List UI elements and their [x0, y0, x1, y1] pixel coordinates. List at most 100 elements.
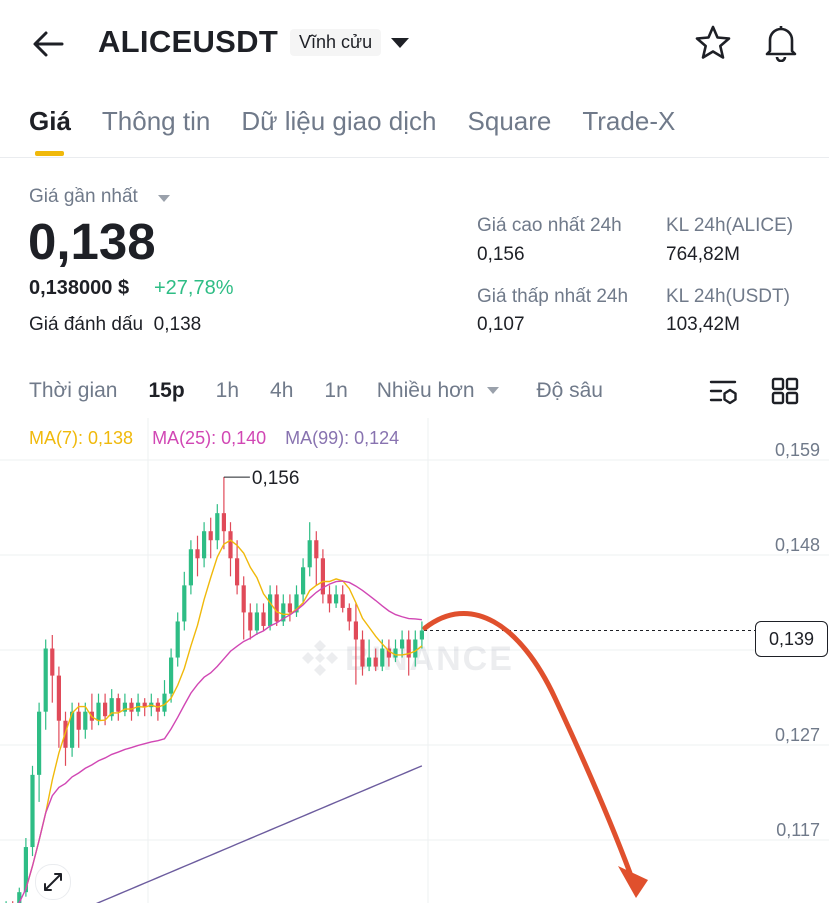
candle-body [281, 603, 286, 622]
candle-body [103, 702, 108, 717]
contract-type-badge[interactable]: Vĩnh cửu [290, 29, 382, 56]
candle-body [360, 639, 365, 667]
timeframe-1d[interactable]: 1n [324, 379, 348, 402]
arrowhead-icon [618, 866, 648, 898]
y-axis-tick: 0,159 [775, 440, 820, 460]
tab-trade-x[interactable]: Trade-X [582, 106, 676, 136]
candle-body [287, 603, 292, 613]
y-axis-tick: 0,148 [775, 535, 820, 555]
timeframe-bar: Thời gian 15p 1h 4h 1n Nhiều hơn Độ sâu [29, 379, 603, 403]
candle-body [30, 774, 35, 848]
chevron-down-icon[interactable] [389, 36, 411, 50]
expand-icon [44, 873, 62, 891]
candle-body [129, 702, 134, 712]
tab-info[interactable]: Thông tin [101, 106, 211, 136]
candle-body [386, 648, 391, 658]
mark-price-label: Giá đánh dấu [29, 314, 144, 335]
vol-alice-label: KL 24h(ALICE) [666, 215, 794, 236]
candle-body [228, 531, 233, 559]
tab-trading-data[interactable]: Dữ liệu giao dịch [241, 106, 437, 136]
candle-body [208, 531, 213, 541]
back-arrow-icon[interactable] [28, 26, 68, 62]
candle-body [175, 621, 180, 658]
candle-body [116, 698, 121, 712]
low-24h-value: 0,107 [477, 314, 525, 335]
candle-body [320, 558, 325, 595]
candle-body [169, 657, 174, 694]
candle-body [373, 657, 378, 667]
candle-body [17, 892, 22, 903]
y-axis-tick: 0,117 [776, 820, 820, 840]
candle-body [380, 648, 385, 667]
binance-watermark: BINANCE [302, 640, 514, 678]
chevron-down-icon[interactable] [157, 194, 171, 204]
candle-body [413, 639, 418, 658]
price-change-percent: +27,78% [154, 277, 234, 299]
watermark-text: BINANCE [345, 640, 514, 678]
ma-legend: MA(7): 0,138 MA(25): 0,140 MA(99): 0,124 [29, 428, 399, 449]
candle-body [307, 540, 312, 568]
timeframe-more[interactable]: Nhiều hơn [377, 379, 501, 403]
candle-body [202, 531, 207, 559]
grid-layout-icon[interactable] [771, 377, 799, 405]
candle-body [406, 639, 411, 658]
candle-body [70, 711, 75, 748]
candle-body [353, 621, 358, 640]
last-price-label[interactable]: Giá gần nhất [29, 186, 138, 207]
ma99-label: MA(99): 0,124 [285, 428, 400, 448]
candle-body [96, 702, 101, 721]
last-price: 0,138 [28, 213, 156, 270]
symbol-title[interactable]: ALICEUSDT [98, 24, 279, 59]
chart-settings-icon[interactable] [709, 378, 739, 406]
depth-tab[interactable]: Độ sâu [536, 379, 603, 402]
candle-body [142, 702, 147, 708]
timeframe-more-label: Nhiều hơn [376, 379, 475, 402]
candle-body [367, 657, 372, 667]
candle-body [83, 711, 88, 730]
candle-body [162, 693, 167, 712]
low-24h-label: Giá thấp nhất 24h [477, 286, 629, 307]
candle-body [261, 612, 266, 626]
expand-chart-button[interactable] [35, 864, 71, 900]
price-chart[interactable]: BINANCE 0,156 0,159 0,148 0,127 0,117 [0, 418, 829, 903]
candle-body [340, 594, 345, 608]
candle-body [393, 648, 398, 658]
vol-usdt-value: 103,42M [666, 314, 740, 335]
candle-body [314, 540, 319, 559]
candle-body [327, 594, 332, 604]
candle-body [122, 702, 127, 712]
candle-body [301, 567, 306, 595]
high-24h-label: Giá cao nhất 24h [477, 215, 622, 236]
candle-body [254, 612, 259, 631]
candle-body [334, 594, 339, 604]
candle-body [248, 612, 253, 631]
ma99-line [95, 765, 423, 903]
vol-usdt-label: KL 24h(USDT) [666, 286, 790, 307]
candle-body [188, 549, 193, 586]
star-icon[interactable] [694, 24, 732, 62]
candle-body [109, 698, 114, 717]
candle-body [274, 594, 279, 622]
candle-body [241, 585, 246, 613]
timeframe-1h[interactable]: 1h [215, 379, 240, 402]
candle-body [347, 607, 352, 622]
candle-body [37, 711, 42, 775]
timeframe-label: Thời gian [29, 379, 118, 402]
candle-body [182, 585, 187, 622]
tab-price[interactable]: Giá [29, 106, 71, 156]
high-24h-value: 0,156 [477, 244, 525, 265]
ma25-label: MA(25): 0,140 [152, 428, 267, 448]
timeframe-4h[interactable]: 4h [270, 379, 294, 402]
tab-square[interactable]: Square [467, 106, 552, 136]
candle-body [195, 549, 200, 559]
mark-price: Giá đánh dấu 0,138 [29, 314, 201, 336]
ma25-line [17, 580, 422, 903]
candle-body [56, 675, 61, 721]
bell-icon[interactable] [762, 22, 800, 62]
candle-body [221, 513, 226, 532]
timeframe-15m[interactable]: 15p [148, 379, 185, 402]
candle-body [400, 639, 405, 649]
tab-bar: Giá Thông tin Dữ liệu giao dịch Square T… [29, 106, 706, 156]
candle-body [294, 594, 299, 613]
ma7-line [25, 539, 423, 889]
